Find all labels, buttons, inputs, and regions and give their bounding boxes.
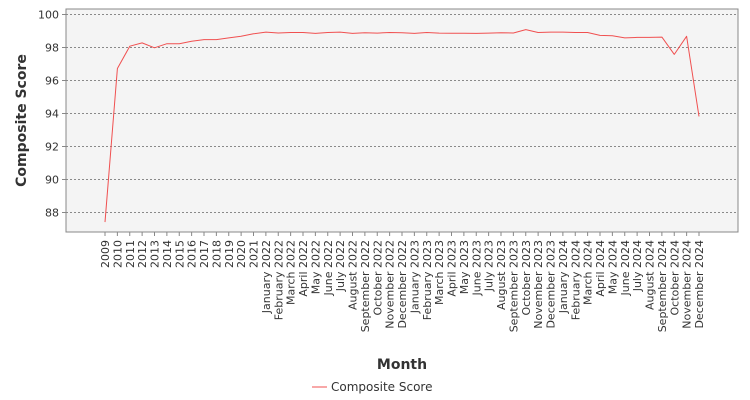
series-layer	[104, 29, 700, 223]
x-tick-label: 2012	[136, 240, 149, 268]
x-tick-label: May 2022	[309, 240, 322, 294]
y-tick-label: 100	[38, 9, 59, 22]
x-tick-label: March 2024	[582, 240, 595, 305]
x-tick-label: April 2023	[446, 240, 459, 297]
x-tick-label: April 2022	[297, 240, 310, 297]
x-tick-label: October 2024	[668, 240, 681, 316]
plot-area	[66, 9, 738, 232]
x-tick-label: 2016	[186, 240, 199, 268]
series-line	[104, 29, 700, 223]
x-tick-label: 2018	[210, 240, 223, 268]
y-axis-title: Composite Score	[14, 54, 30, 187]
x-tick-label: April 2024	[594, 240, 607, 297]
plot-border	[65, 8, 739, 233]
x-tick-label: August 2023	[495, 240, 508, 310]
y-tick-label: 94	[45, 108, 59, 121]
x-tick-label: January 2024	[557, 240, 570, 314]
x-tick-label: June 2022	[322, 240, 335, 296]
x-tick-label: May 2023	[458, 240, 471, 294]
x-tick-label: January 2022	[260, 240, 273, 314]
x-tick-label: 2017	[198, 240, 211, 268]
x-tick-label: July 2023	[483, 240, 496, 292]
x-tick-label: October 2023	[520, 240, 533, 316]
x-tick-label: 2020	[235, 240, 248, 268]
x-tick-label: February 2024	[569, 240, 582, 320]
x-tick-label: 2011	[124, 240, 137, 268]
x-tick-label: June 2023	[470, 240, 483, 296]
x-tick-label: August 2024	[644, 240, 657, 310]
y-tick-label: 98	[45, 42, 59, 55]
y-tick-label: 92	[45, 141, 59, 154]
x-tick-label: June 2024	[619, 240, 632, 296]
legend-label: Composite Score	[331, 380, 432, 394]
x-axis-title: Month	[377, 357, 427, 373]
x-tick-label: 2019	[223, 240, 236, 268]
y-axis-ticks: 88 90 92 94 96 98 100	[38, 9, 66, 220]
x-tick-label: September 2022	[359, 240, 372, 332]
x-tick-label: February 2023	[421, 240, 434, 320]
x-tick-label: March 2022	[285, 240, 298, 305]
x-tick-label: 2010	[111, 240, 124, 268]
x-tick-label: December 2024	[693, 240, 706, 329]
x-tick-label: 2014	[161, 240, 174, 268]
x-tick-label: November 2023	[532, 240, 545, 329]
x-tick-label: November 2024	[681, 240, 694, 329]
x-axis-ticks: 2009 2010 2011 2012 2013 2014 2015 2016 2017 2018…	[99, 232, 706, 332]
x-tick-label: 2015	[173, 240, 186, 268]
x-tick-label: August 2022	[347, 240, 360, 310]
x-tick-label: November 2022	[384, 240, 397, 329]
y-tick-label: 96	[45, 75, 59, 88]
x-tick-label: February 2022	[272, 240, 285, 320]
y-tick-label: 88	[45, 207, 59, 220]
x-tick-label: January 2023	[408, 240, 421, 314]
x-tick-label: December 2023	[545, 240, 558, 329]
x-tick-label: May 2024	[606, 240, 619, 294]
legend: Composite Score	[312, 380, 432, 394]
x-tick-label: July 2022	[334, 240, 347, 292]
x-tick-label: September 2023	[507, 240, 520, 332]
x-tick-label: December 2022	[396, 240, 409, 329]
gridlines	[66, 14, 738, 213]
x-tick-label: July 2024	[631, 240, 644, 292]
x-tick-label: September 2024	[656, 240, 669, 332]
x-tick-label: March 2023	[433, 240, 446, 305]
x-tick-label: 2009	[99, 240, 112, 268]
x-tick-label: 2013	[149, 240, 162, 268]
x-tick-label: 2021	[248, 240, 261, 268]
y-tick-label: 90	[45, 174, 59, 187]
x-tick-label: October 2022	[371, 240, 384, 316]
